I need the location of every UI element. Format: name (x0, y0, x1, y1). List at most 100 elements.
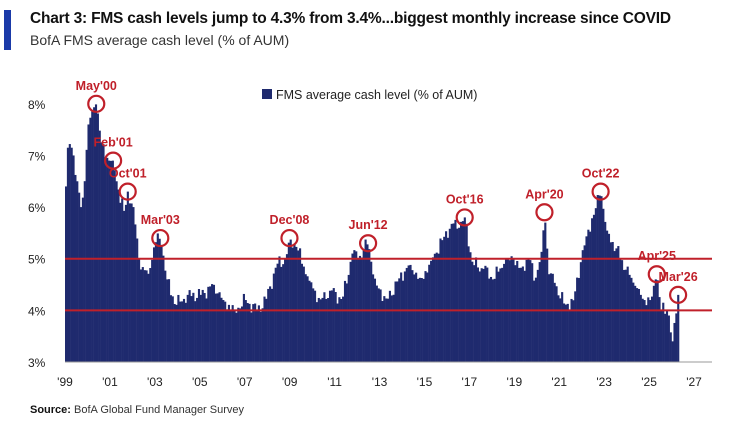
bar-month (675, 313, 678, 362)
x-tick-label: '21 (551, 375, 567, 389)
bar-month (93, 107, 96, 362)
bar-month (551, 273, 554, 362)
bar-month (538, 262, 541, 362)
source-text: BofA Global Fund Manager Survey (74, 404, 245, 416)
bar-month (604, 221, 607, 362)
bar-month (489, 276, 493, 362)
bar-month (592, 214, 596, 362)
legend-label: FMS average cash level (% of AUM) (276, 88, 477, 102)
bar-month (566, 303, 569, 362)
bar-month (265, 298, 268, 362)
bar-month (246, 303, 249, 362)
bar-month (280, 266, 283, 362)
bar-month (325, 298, 328, 362)
bar-month (598, 195, 601, 362)
bar-month (572, 300, 575, 362)
bar-month (469, 252, 472, 362)
bar-month (373, 278, 377, 362)
bar-month (98, 130, 101, 362)
bar-month (343, 280, 347, 362)
bar-month (192, 292, 195, 362)
bar-month (443, 236, 446, 362)
bar-month (252, 304, 255, 362)
bar-month (488, 278, 491, 362)
bar-month (291, 247, 294, 362)
bar-month (366, 244, 369, 362)
bar-month (460, 221, 463, 362)
bar-month (149, 268, 152, 362)
bar-month (401, 280, 405, 362)
x-tick-label: '25 (641, 375, 657, 389)
bar-month (390, 295, 393, 362)
title-accent-bar (4, 10, 11, 50)
bar-month (641, 298, 644, 362)
bar-month (491, 279, 494, 362)
bar-month (285, 254, 289, 362)
bar-month (254, 303, 257, 362)
bar-month (634, 285, 637, 362)
bar-month (123, 210, 126, 362)
bar-month (523, 270, 526, 362)
bar-month (235, 312, 238, 362)
bar-month (121, 198, 124, 362)
x-tick-label: '07 (237, 375, 253, 389)
bar-month (89, 117, 92, 363)
bar-month (336, 303, 339, 362)
bar-month (430, 260, 433, 362)
bar-month (134, 224, 137, 362)
bar-month (452, 223, 455, 362)
bar-month (501, 267, 504, 362)
bar-month (70, 147, 73, 362)
bar-month (400, 272, 403, 362)
y-tick-label: 4% (28, 304, 46, 318)
bar-month (664, 313, 667, 362)
bar-month (521, 266, 524, 362)
bar-month (458, 227, 461, 362)
bar-month (497, 271, 500, 362)
x-tick-label: '27 (686, 375, 702, 389)
bar-month (274, 267, 277, 362)
bar-month (622, 269, 626, 362)
bar-month (321, 297, 324, 362)
bar-month (409, 264, 412, 362)
bar-month (403, 271, 406, 362)
bar-month (199, 294, 202, 362)
bar-month (377, 288, 380, 362)
bar-month (312, 288, 315, 362)
bar-month (658, 297, 661, 362)
bar-month (387, 298, 390, 362)
annotation-label: May'00 (76, 79, 117, 93)
bar-month (486, 267, 489, 362)
bar-month (484, 265, 487, 362)
annotation-label: Mar'26 (659, 270, 698, 284)
bar-month (667, 315, 670, 362)
bar-month (207, 286, 210, 362)
bar-month (607, 233, 611, 362)
bar-month (519, 267, 523, 362)
bar-month (115, 181, 118, 362)
bar-month (119, 202, 122, 362)
bar-month (74, 174, 77, 362)
bar-month (164, 270, 167, 362)
bar-month (81, 197, 84, 362)
bar-month (388, 290, 391, 362)
annotation-circle (87, 94, 106, 113)
bar-month (577, 278, 581, 362)
bar-month (628, 274, 631, 362)
annotation-label: Oct'01 (109, 167, 147, 181)
bar-month (205, 298, 208, 362)
bar-month (196, 297, 199, 362)
annotation-label: Apr'25 (638, 249, 676, 263)
bar-month (385, 298, 388, 362)
bar-month (175, 304, 178, 362)
annotation-label: Feb'01 (94, 136, 133, 150)
bar-month (416, 278, 420, 362)
bar-month (557, 295, 560, 362)
bar-month (632, 282, 635, 362)
bar-month (126, 191, 129, 362)
bar-month (396, 281, 399, 362)
bar-month (549, 273, 552, 362)
bar-month (319, 299, 322, 362)
bar-month (624, 269, 627, 362)
